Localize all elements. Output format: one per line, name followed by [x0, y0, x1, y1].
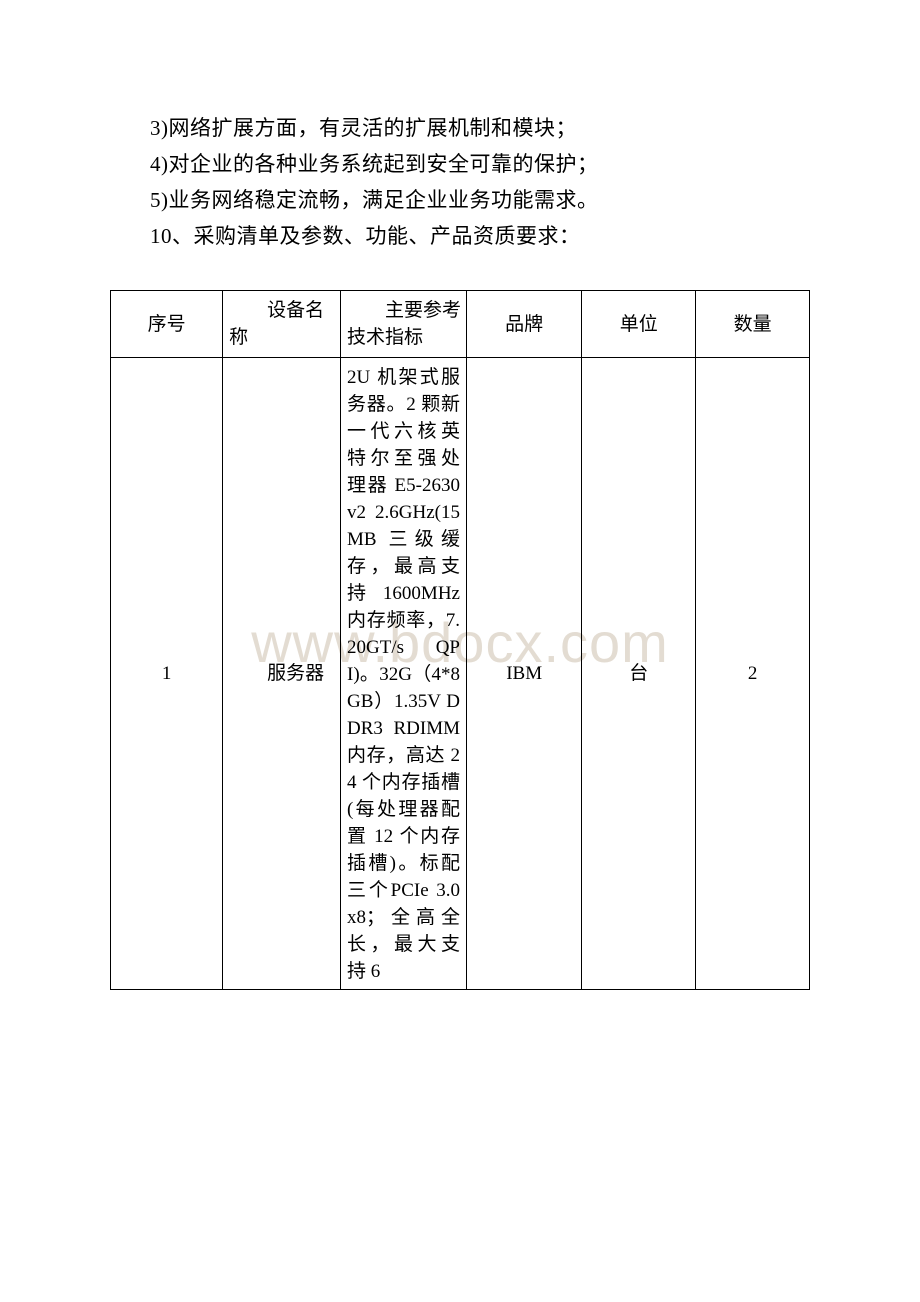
table-row: 1 服务器 2U 机架式服务器。2 颗新一代六核英特尔至强处理器 E5-2630…: [111, 358, 810, 990]
cell-spec-rest: 架式服务器。2 颗新一代六核英特尔至强处理器 E5-2630v2 2.6GHz(…: [347, 367, 460, 982]
paragraph-item-5: 5)业务网络稳定流畅，满足企业业务功能需求。: [150, 182, 810, 218]
procurement-table: 序号 设备名称 主要参考技术指标 品牌 单位 数量 1 服务器 2U 机架式服务…: [110, 290, 810, 990]
cell-name-text: 服务器: [267, 663, 324, 684]
paragraph-item-4: 4)对企业的各种业务系统起到安全可靠的保护；: [150, 146, 810, 182]
paragraph-item-10: 10、采购清单及参数、功能、产品资质要求：: [150, 218, 810, 254]
paragraph-item-3: 3)网络扩展方面，有灵活的扩展机制和模块；: [150, 110, 810, 146]
header-spec: 主要参考技术指标: [341, 291, 467, 358]
header-brand: 品牌: [466, 291, 581, 358]
cell-spec: 2U 机架式服务器。2 颗新一代六核英特尔至强处理器 E5-2630v2 2.6…: [341, 358, 467, 990]
table-header-row: 序号 设备名称 主要参考技术指标 品牌 单位 数量: [111, 291, 810, 358]
cell-spec-first: 2U 机: [347, 367, 398, 388]
body-text-section: 3)网络扩展方面，有灵活的扩展机制和模块； 4)对企业的各种业务系统起到安全可靠…: [0, 0, 920, 290]
header-spec-text: 主要参考技术指标: [347, 300, 461, 348]
procurement-table-container: 序号 设备名称 主要参考技术指标 品牌 单位 数量 1 服务器 2U 机架式服务…: [0, 290, 920, 990]
cell-seq: 1: [111, 358, 223, 990]
cell-unit: 台: [582, 358, 696, 990]
header-unit: 单位: [582, 291, 696, 358]
cell-qty: 2: [696, 358, 810, 990]
header-name-text: 设备名称: [229, 300, 324, 348]
header-qty: 数量: [696, 291, 810, 358]
cell-name: 服务器: [223, 358, 341, 990]
header-seq: 序号: [111, 291, 223, 358]
header-name: 设备名称: [223, 291, 341, 358]
spacer: [150, 254, 810, 290]
cell-brand: IBM: [466, 358, 581, 990]
